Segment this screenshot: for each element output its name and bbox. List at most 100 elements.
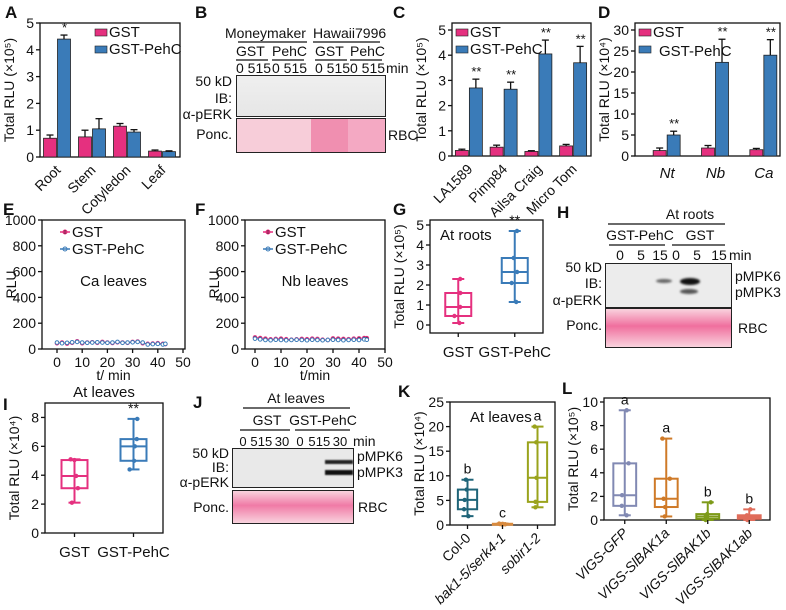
blot-title: At roots xyxy=(666,206,714,222)
time-label: 0 515 xyxy=(315,60,350,76)
y-tick-label: 3 xyxy=(438,72,446,88)
data-point xyxy=(326,338,330,342)
data-point xyxy=(85,341,89,345)
data-point xyxy=(336,338,340,342)
x-category-label: LA1589 xyxy=(430,161,476,207)
legend-swatch xyxy=(95,46,107,53)
data-point xyxy=(365,338,369,342)
band-label: pMPK3 xyxy=(357,464,403,480)
y-tick-label: 25 xyxy=(428,394,444,410)
y-tick-label: 8 xyxy=(31,409,39,425)
bar-gst xyxy=(560,146,573,156)
size-marker: 50 kD xyxy=(195,73,232,89)
y-axis-label: Total RLU (×10⁵) xyxy=(565,407,581,511)
data-point xyxy=(452,314,456,318)
significance-mark: a xyxy=(534,408,542,424)
y-tick-label: 0 xyxy=(621,148,629,164)
y-tick-label: 4 xyxy=(438,47,446,63)
inset-label: At leaves xyxy=(470,409,532,426)
x-category-label: Leaf xyxy=(138,162,169,193)
bar-gst-pehc xyxy=(764,55,777,156)
panel-I xyxy=(45,403,163,533)
bar-gst xyxy=(702,148,715,156)
y-tick-label: 4 xyxy=(26,42,34,58)
y-tick-label: 5 xyxy=(26,15,34,31)
bar-gst-pehc xyxy=(667,135,680,156)
significance-mark: b xyxy=(704,483,712,499)
bar-gst xyxy=(79,137,92,157)
ib-label: IB: xyxy=(585,275,602,291)
legend-label: GST xyxy=(470,24,501,41)
inset-label: Ca leaves xyxy=(80,273,147,290)
significance-mark: c xyxy=(499,505,506,521)
data-point xyxy=(331,338,335,342)
data-point xyxy=(70,340,74,344)
treatment-label: GST-PehC xyxy=(606,227,674,243)
data-point xyxy=(295,338,299,342)
data-point xyxy=(55,341,59,345)
significance-mark: b xyxy=(464,461,472,477)
x-axis-label: t/min xyxy=(300,367,330,383)
legend-label: GST-PehC xyxy=(275,241,348,258)
band-pmpk6 xyxy=(680,278,700,285)
cultivar-label: Hawaii7996 xyxy=(313,25,386,41)
data-point xyxy=(106,341,110,345)
x-axis-label: t/ min xyxy=(96,367,130,383)
y-tick-label: 0 xyxy=(436,517,444,533)
data-point xyxy=(116,340,120,344)
data-point xyxy=(164,342,168,346)
unit-label: min xyxy=(386,60,409,76)
significance-mark: ** xyxy=(576,31,586,46)
y-tick-label: 1 xyxy=(416,297,424,313)
y-tick-label: 4 xyxy=(590,465,598,481)
blot-h-ponceau xyxy=(605,308,732,348)
y-tick-label: 3 xyxy=(416,257,424,273)
unit-label: min xyxy=(353,433,376,449)
antibody-label: α-pERK xyxy=(180,474,230,490)
panel-label: G xyxy=(393,200,406,219)
legend-label: GST xyxy=(275,224,306,241)
y-tick-label: 6 xyxy=(31,438,39,454)
time-label: 5 xyxy=(637,247,645,263)
significance-mark: ** xyxy=(717,24,727,39)
time-label: 0 515 xyxy=(350,60,385,76)
time-label: 30 xyxy=(275,434,289,449)
bar-gst xyxy=(44,138,57,157)
y-tick-label: 4 xyxy=(31,467,39,483)
blot-h-immunoblot xyxy=(605,263,732,308)
y-axis-label: Total RLU (×10⁵) xyxy=(391,224,407,328)
bar-gst xyxy=(750,150,763,156)
bar-gst-pehc xyxy=(716,62,729,156)
data-point xyxy=(151,342,155,346)
rbc-label: RBC xyxy=(738,320,768,336)
antibody-label: α-pERK xyxy=(553,292,603,308)
bar-gst xyxy=(490,147,503,156)
y-tick-label: 3 xyxy=(26,69,34,85)
data-point xyxy=(253,337,257,341)
data-point xyxy=(626,461,630,465)
data-point xyxy=(60,341,64,345)
significance-mark: ** xyxy=(506,67,516,82)
x-tick-label: 0 xyxy=(53,354,61,370)
bar-gst-pehc xyxy=(504,89,517,156)
data-point xyxy=(76,486,80,490)
significance-mark: ** xyxy=(471,64,481,79)
bar-gst-pehc xyxy=(93,129,106,157)
y-tick-label: 10 xyxy=(582,394,598,410)
cultivar-label: Moneymaker xyxy=(225,25,306,41)
inset-label: Nb leaves xyxy=(282,273,349,290)
y-tick-label: 10 xyxy=(613,106,629,122)
data-point xyxy=(65,341,69,345)
bar-gst xyxy=(525,151,538,156)
band-pmpk3 xyxy=(325,470,353,475)
bar-gst-pehc xyxy=(574,63,587,156)
blot-b-ponceau xyxy=(236,118,386,153)
y-axis-label: Total RLU (×10⁴) xyxy=(411,411,427,515)
y-tick-label: 25 xyxy=(613,43,629,59)
legend-label: GST xyxy=(72,224,103,241)
ponceau-label: Ponc. xyxy=(193,499,229,515)
y-tick-label: 5 xyxy=(416,217,424,233)
data-point xyxy=(284,338,288,342)
significance-mark: a xyxy=(662,420,670,436)
panel-label: K xyxy=(398,382,411,401)
